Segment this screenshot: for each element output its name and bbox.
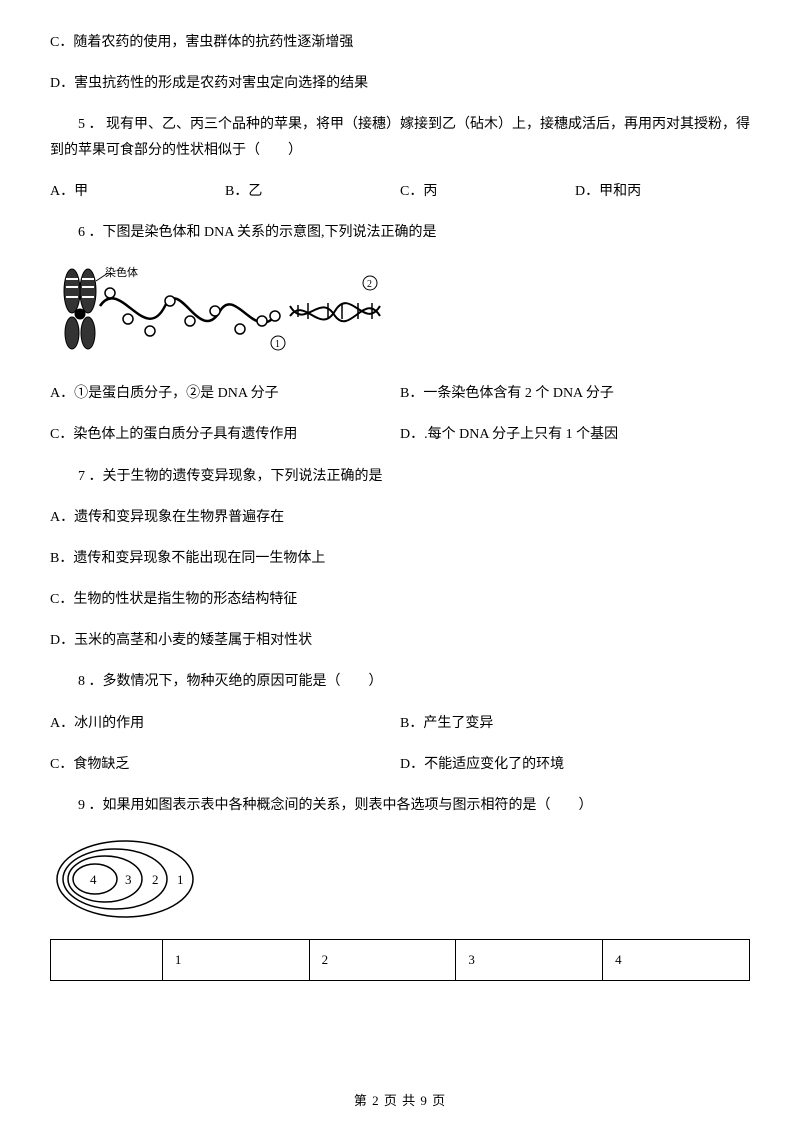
table-header-3: 3 (456, 940, 603, 980)
q8-opt-d: D．不能适应变化了的环境 (400, 752, 750, 777)
q6-options-row1: A．①是蛋白质分子，②是 DNA 分子 B．一条染色体含有 2 个 DNA 分子 (50, 381, 750, 406)
nested-venn-diagram: 4 3 2 1 (50, 834, 750, 924)
q5-opt-c: C．丙 (400, 179, 575, 204)
q6-opt-b: B．一条染色体含有 2 个 DNA 分子 (400, 381, 750, 406)
table-cell-blank (51, 940, 163, 980)
q5-opt-a: A．甲 (50, 179, 225, 204)
page-footer: 第 2 页 共 9 页 (0, 1089, 800, 1112)
question-7: 7 ．关于生物的遗传变异现象，下列说法正确的是 (50, 464, 750, 489)
q8-options-row2: C．食物缺乏 D．不能适应变化了的环境 (50, 752, 750, 777)
question-6: 6 ．下图是染色体和 DNA 关系的示意图,下列说法正确的是 (50, 220, 750, 245)
table-header-row: 1 2 3 4 (51, 940, 750, 980)
svg-text:1: 1 (275, 339, 280, 350)
venn-label-3: 3 (125, 872, 132, 887)
q7-opt-b: B．遗传和变异现象不能出现在同一生物体上 (50, 546, 750, 571)
q8-options-row1: A．冰川的作用 B．产生了变异 (50, 711, 750, 736)
q5-options: A．甲 B．乙 C．丙 D．甲和丙 (50, 179, 750, 204)
prior-option-c: C．随着农药的使用，害虫群体的抗药性逐渐增强 (50, 30, 750, 55)
svg-text:2: 2 (367, 279, 372, 290)
q6-opt-c: C．染色体上的蛋白质分子具有遗传作用 (50, 422, 400, 447)
q8-opt-b: B．产生了变异 (400, 711, 750, 736)
table-header-2: 2 (309, 940, 456, 980)
q6-opt-a: A．①是蛋白质分子，②是 DNA 分子 (50, 381, 400, 406)
question-5: 5 ． 现有甲、乙、丙三个品种的苹果，将甲（接穗）嫁接到乙（砧木）上，接穗成活后… (50, 112, 750, 162)
table-header-4: 4 (603, 940, 750, 980)
venn-label-1: 1 (177, 872, 184, 887)
q7-opt-d: D．玉米的高茎和小麦的矮茎属于相对性状 (50, 628, 750, 653)
concept-table: 1 2 3 4 (50, 939, 750, 980)
q5-opt-b: B．乙 (225, 179, 400, 204)
q7-opt-a: A．遗传和变异现象在生物界普遍存在 (50, 505, 750, 530)
q6-opt-d: D．.每个 DNA 分子上只有 1 个基因 (400, 422, 750, 447)
q8-opt-c: C．食物缺乏 (50, 752, 400, 777)
q8-opt-a: A．冰川的作用 (50, 711, 400, 736)
question-8: 8 ．多数情况下，物种灭绝的原因可能是（ ） (50, 669, 750, 694)
venn-label-4: 4 (90, 872, 97, 887)
table-header-1: 1 (162, 940, 309, 980)
q7-opt-c: C．生物的性状是指生物的形态结构特征 (50, 587, 750, 612)
question-9: 9 ．如果用如图表示表中各种概念间的关系，则表中各选项与图示相符的是（ ） (50, 793, 750, 818)
q5-opt-d: D．甲和丙 (575, 179, 750, 204)
chromosome-label: 染色体 (105, 265, 138, 279)
venn-label-2: 2 (152, 872, 159, 887)
prior-option-d: D．害虫抗药性的形成是农药对害虫定向选择的结果 (50, 71, 750, 96)
chromosome-dna-diagram: 染色体 1 2 (50, 261, 750, 361)
q6-options-row2: C．染色体上的蛋白质分子具有遗传作用 D．.每个 DNA 分子上只有 1 个基因 (50, 422, 750, 447)
